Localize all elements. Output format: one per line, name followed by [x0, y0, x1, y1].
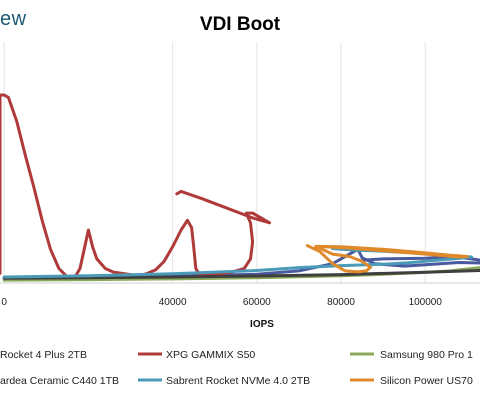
series-lines [0, 93, 480, 282]
legend-entry: Silicon Power US70 [380, 375, 473, 387]
legend-entry: ardea Ceramic C440 1TB [0, 375, 119, 387]
legend-entry: Sabrent Rocket NVMe 4.0 2TB [166, 375, 310, 387]
chart-title: VDI Boot [199, 14, 281, 35]
legend-entry: XPG GAMMIX S50 [166, 349, 255, 361]
x-axis-ticks: 0 40000 60000 80000 100000 [1, 297, 442, 308]
legend-entry: Rocket 4 Plus 2TB [0, 349, 87, 361]
x-tick-label: 100000 [409, 297, 443, 308]
x-tick-label: 0 [1, 297, 7, 308]
x-tick-label: 40000 [159, 297, 187, 308]
series-line [2, 269, 480, 280]
x-tick-label: 60000 [243, 297, 271, 308]
series-line [305, 244, 469, 274]
series-line [0, 93, 271, 280]
x-tick-label: 80000 [327, 297, 355, 308]
legend-entry: Samsung 980 Pro 1 [380, 349, 473, 361]
gridlines [0, 42, 480, 284]
x-axis-label: IOPS [250, 319, 274, 330]
legend: Rocket 4 Plus 2TB XPG GAMMIX S50 Samsung 9… [0, 349, 473, 387]
brand-logo-text: ew [0, 8, 27, 30]
